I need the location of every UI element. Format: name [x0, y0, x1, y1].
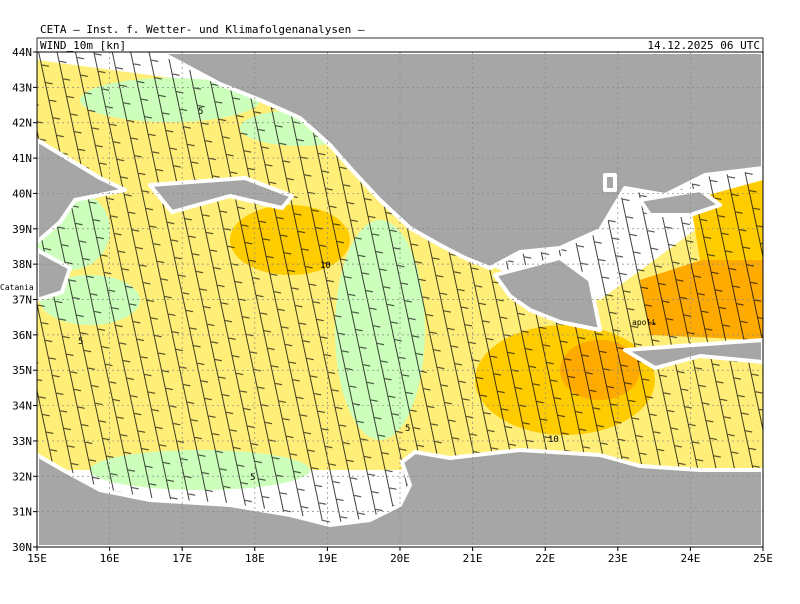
lon-tick-label: 19E	[317, 552, 337, 565]
lon-tick-label: 23E	[608, 552, 628, 565]
lon-tick-label: 16E	[100, 552, 120, 565]
field-name: WIND_10m [kn]	[40, 39, 126, 52]
lon-tick-label: 17E	[172, 552, 192, 565]
lat-tick-label: 40N	[12, 187, 32, 200]
lon-tick-label: 24E	[680, 552, 700, 565]
lat-tick-label: 34N	[12, 400, 32, 413]
map-frame	[36, 51, 764, 548]
land	[37, 52, 763, 547]
contour-label: 5	[198, 107, 203, 117]
lat-tick-label: 39N	[12, 223, 32, 236]
contour-label: 10	[320, 261, 331, 271]
lat-tick-label: 43N	[12, 81, 32, 94]
lat-tick-label: 44N	[12, 46, 32, 59]
lat-tick-label: 33N	[12, 435, 32, 448]
contour-label: 5	[78, 337, 83, 347]
lat-tick-label: 42N	[12, 117, 32, 130]
lon-tick-label: 25E	[753, 552, 773, 565]
contour-label: 5	[250, 473, 255, 483]
lat-tick-label: 31N	[12, 506, 32, 519]
lon-tick-label: 15E	[27, 552, 47, 565]
place-label: Catania	[0, 283, 34, 292]
valid-time: 14.12.2025 06 UTC	[647, 39, 760, 52]
lat-tick-label: 36N	[12, 329, 32, 342]
contour-label: 10	[548, 435, 559, 445]
place-label: apoli	[632, 318, 656, 327]
header-title: CETA — Inst. f. Wetter- und Klimafolgena…	[40, 23, 365, 36]
lon-tick-label: 18E	[245, 552, 265, 565]
lat-tick-label: 37N	[12, 294, 32, 307]
lat-tick-label: 38N	[12, 258, 32, 271]
lon-tick-label: 20E	[390, 552, 410, 565]
lon-tick-label: 21E	[463, 552, 483, 565]
lat-tick-label: 30N	[12, 541, 32, 554]
lat-tick-label: 32N	[12, 470, 32, 483]
contour-label: 5	[405, 424, 410, 434]
lat-tick-label: 35N	[12, 364, 32, 377]
lat-tick-label: 41N	[12, 152, 32, 165]
lon-tick-label: 22E	[535, 552, 555, 565]
